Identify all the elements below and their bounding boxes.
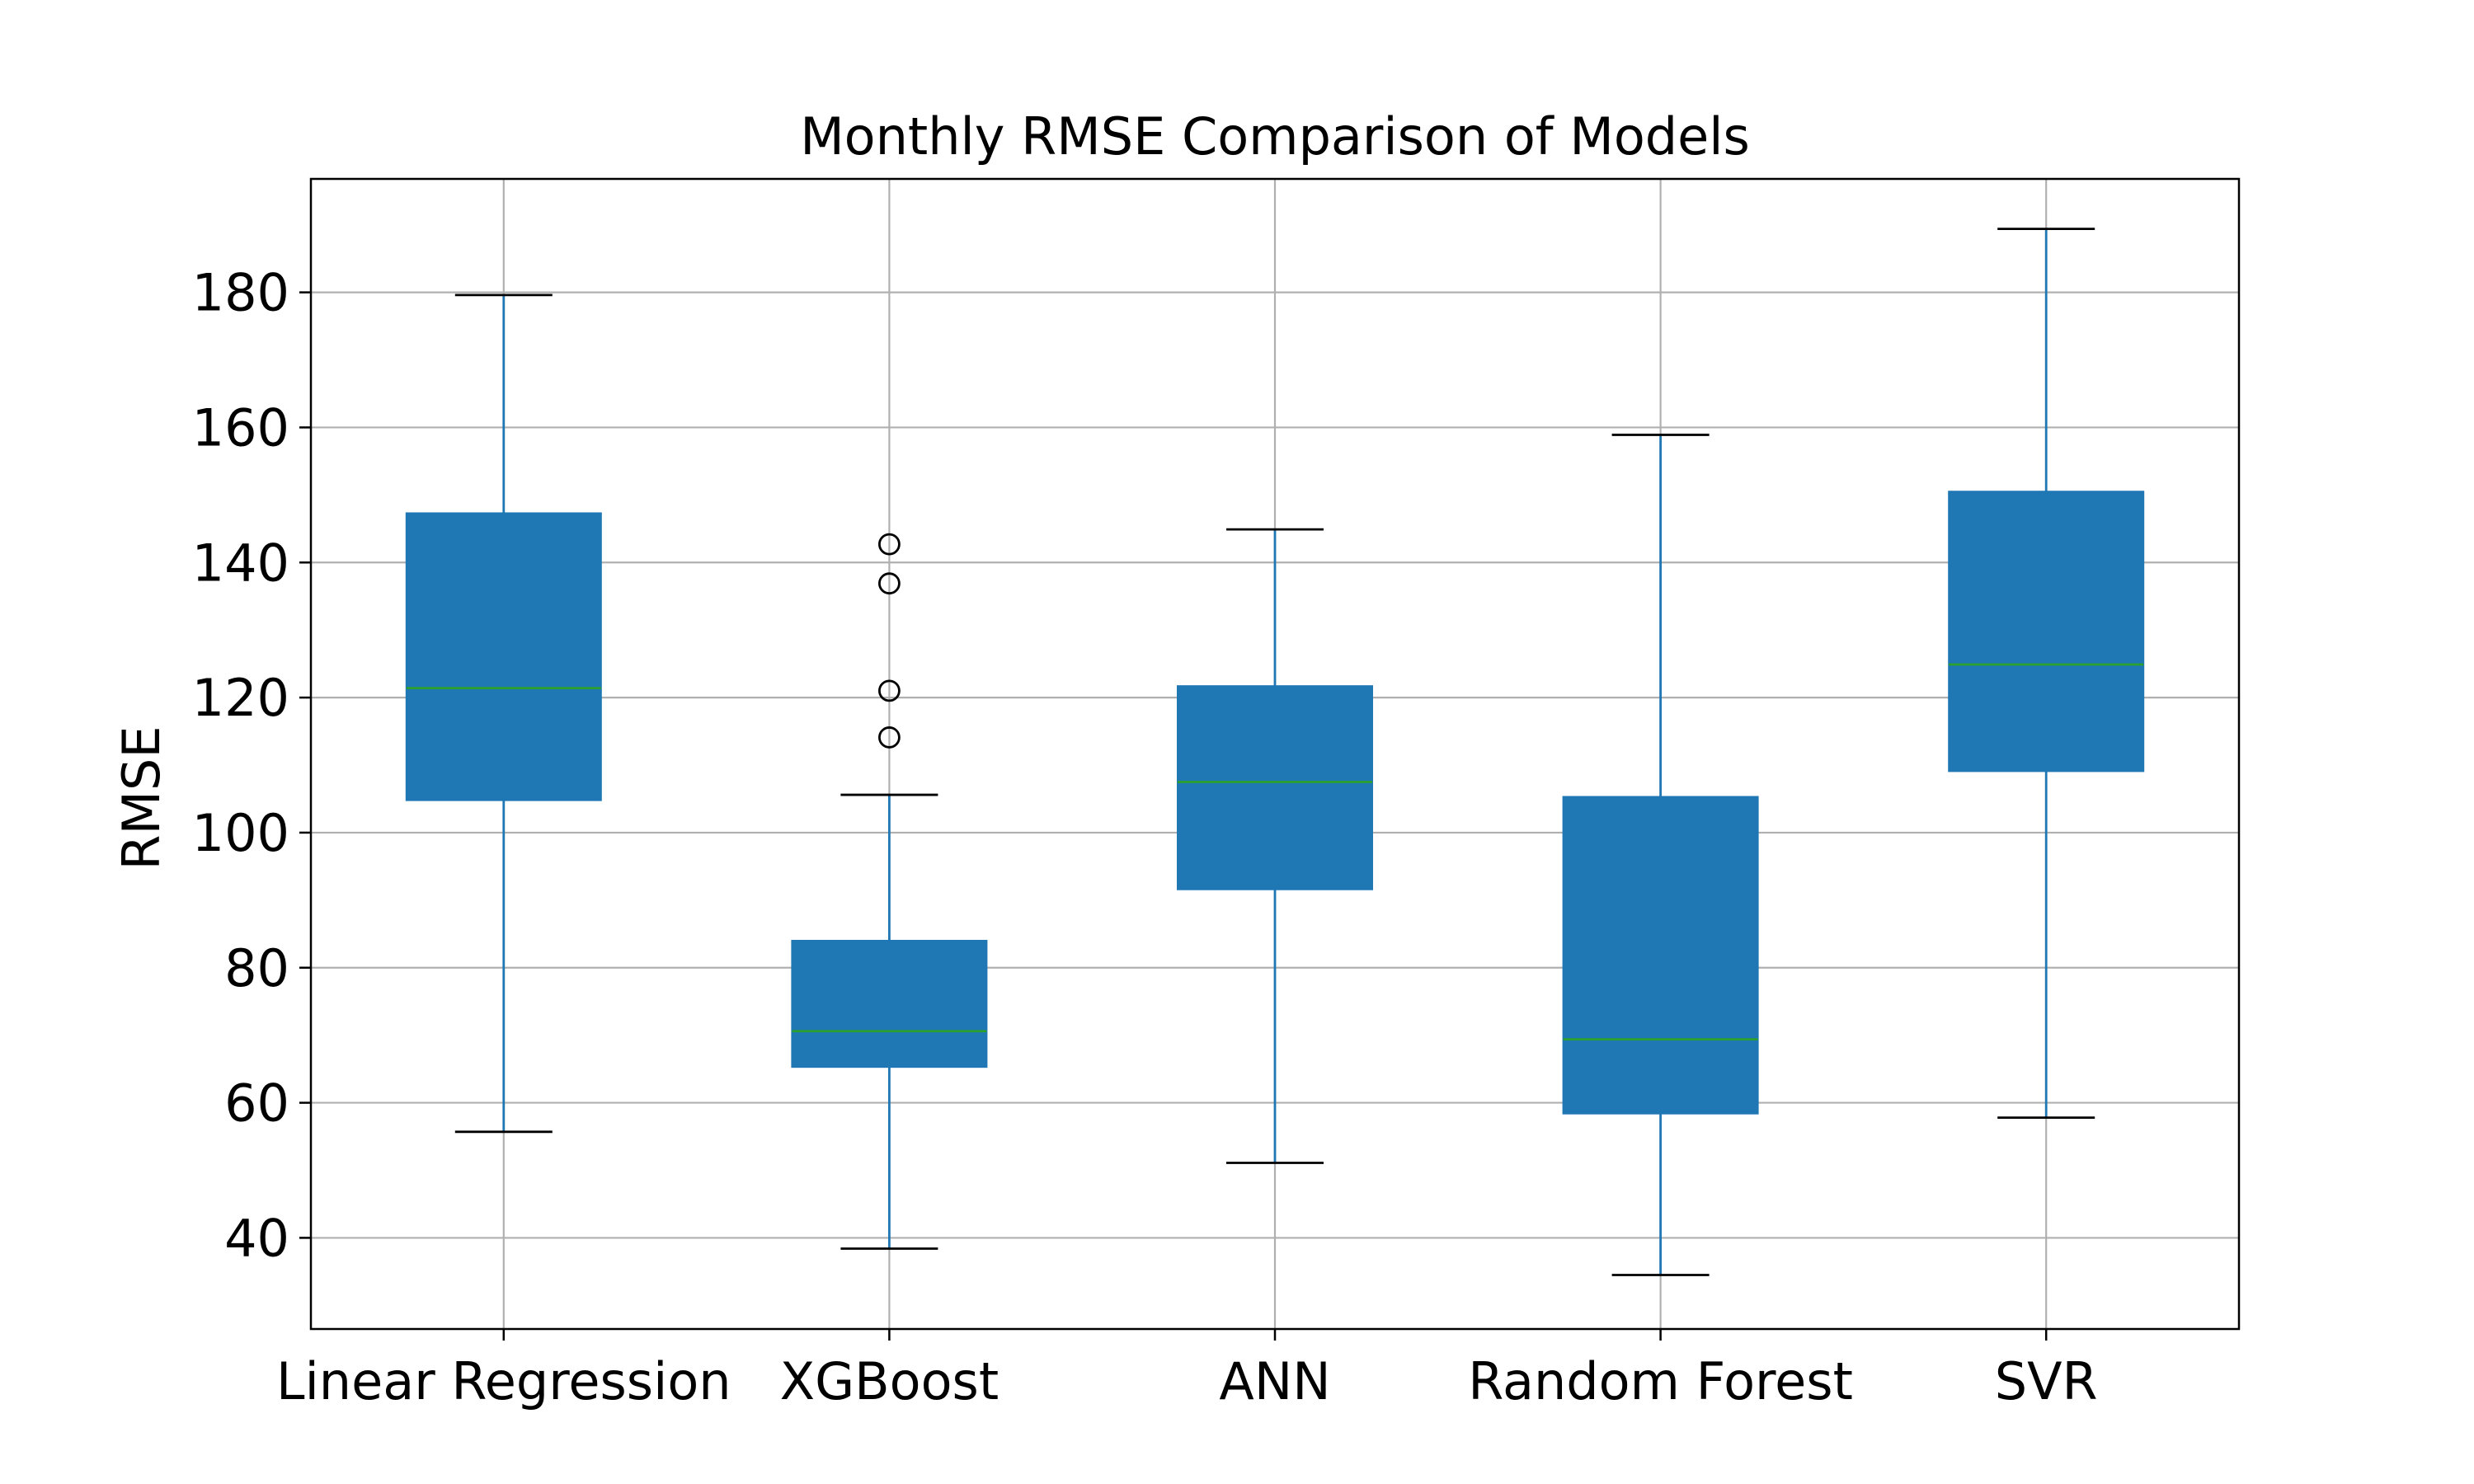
box-group (1177, 528, 1373, 1164)
x-tick-label: Random Forest (1468, 1351, 1853, 1411)
y-tick-label: 180 (192, 263, 289, 323)
y-tick-label: 80 (224, 938, 289, 998)
box-iqr (1948, 491, 2145, 773)
box-group (1562, 434, 1759, 1276)
outlier-point (878, 679, 901, 702)
box-iqr (1562, 796, 1759, 1115)
y-tick-label: 100 (192, 803, 289, 863)
box-group (1948, 228, 2145, 1120)
outlier-point (878, 533, 901, 556)
axes: 40 60 80 100 120 140 160 180 Linear Regression XG… (192, 177, 2241, 1411)
y-tick-label: 140 (192, 533, 289, 593)
box-iqr (1177, 685, 1373, 890)
y-tick-label: 160 (192, 397, 289, 458)
outlier-point (878, 572, 901, 595)
outlier-point (878, 726, 901, 749)
chart-title: Monthly RMSE Comparison of Models (800, 106, 1750, 167)
x-tick-label: Linear Regression (276, 1351, 731, 1411)
y-tick-label: 60 (224, 1073, 289, 1134)
x-tick-label: SVR (1995, 1351, 2098, 1411)
y-axis-label: RMSE (111, 726, 172, 870)
box-group (405, 294, 602, 1134)
x-tick-label: ANN (1219, 1351, 1330, 1411)
box-group (791, 533, 988, 1250)
x-tick-label: XGBoost (780, 1351, 999, 1411)
boxes (405, 228, 2145, 1276)
plot-frame (309, 177, 2241, 1331)
y-tick-label: 40 (224, 1208, 289, 1268)
box-iqr (791, 939, 988, 1068)
box-iqr (405, 512, 602, 801)
y-tick-label: 120 (192, 668, 289, 728)
